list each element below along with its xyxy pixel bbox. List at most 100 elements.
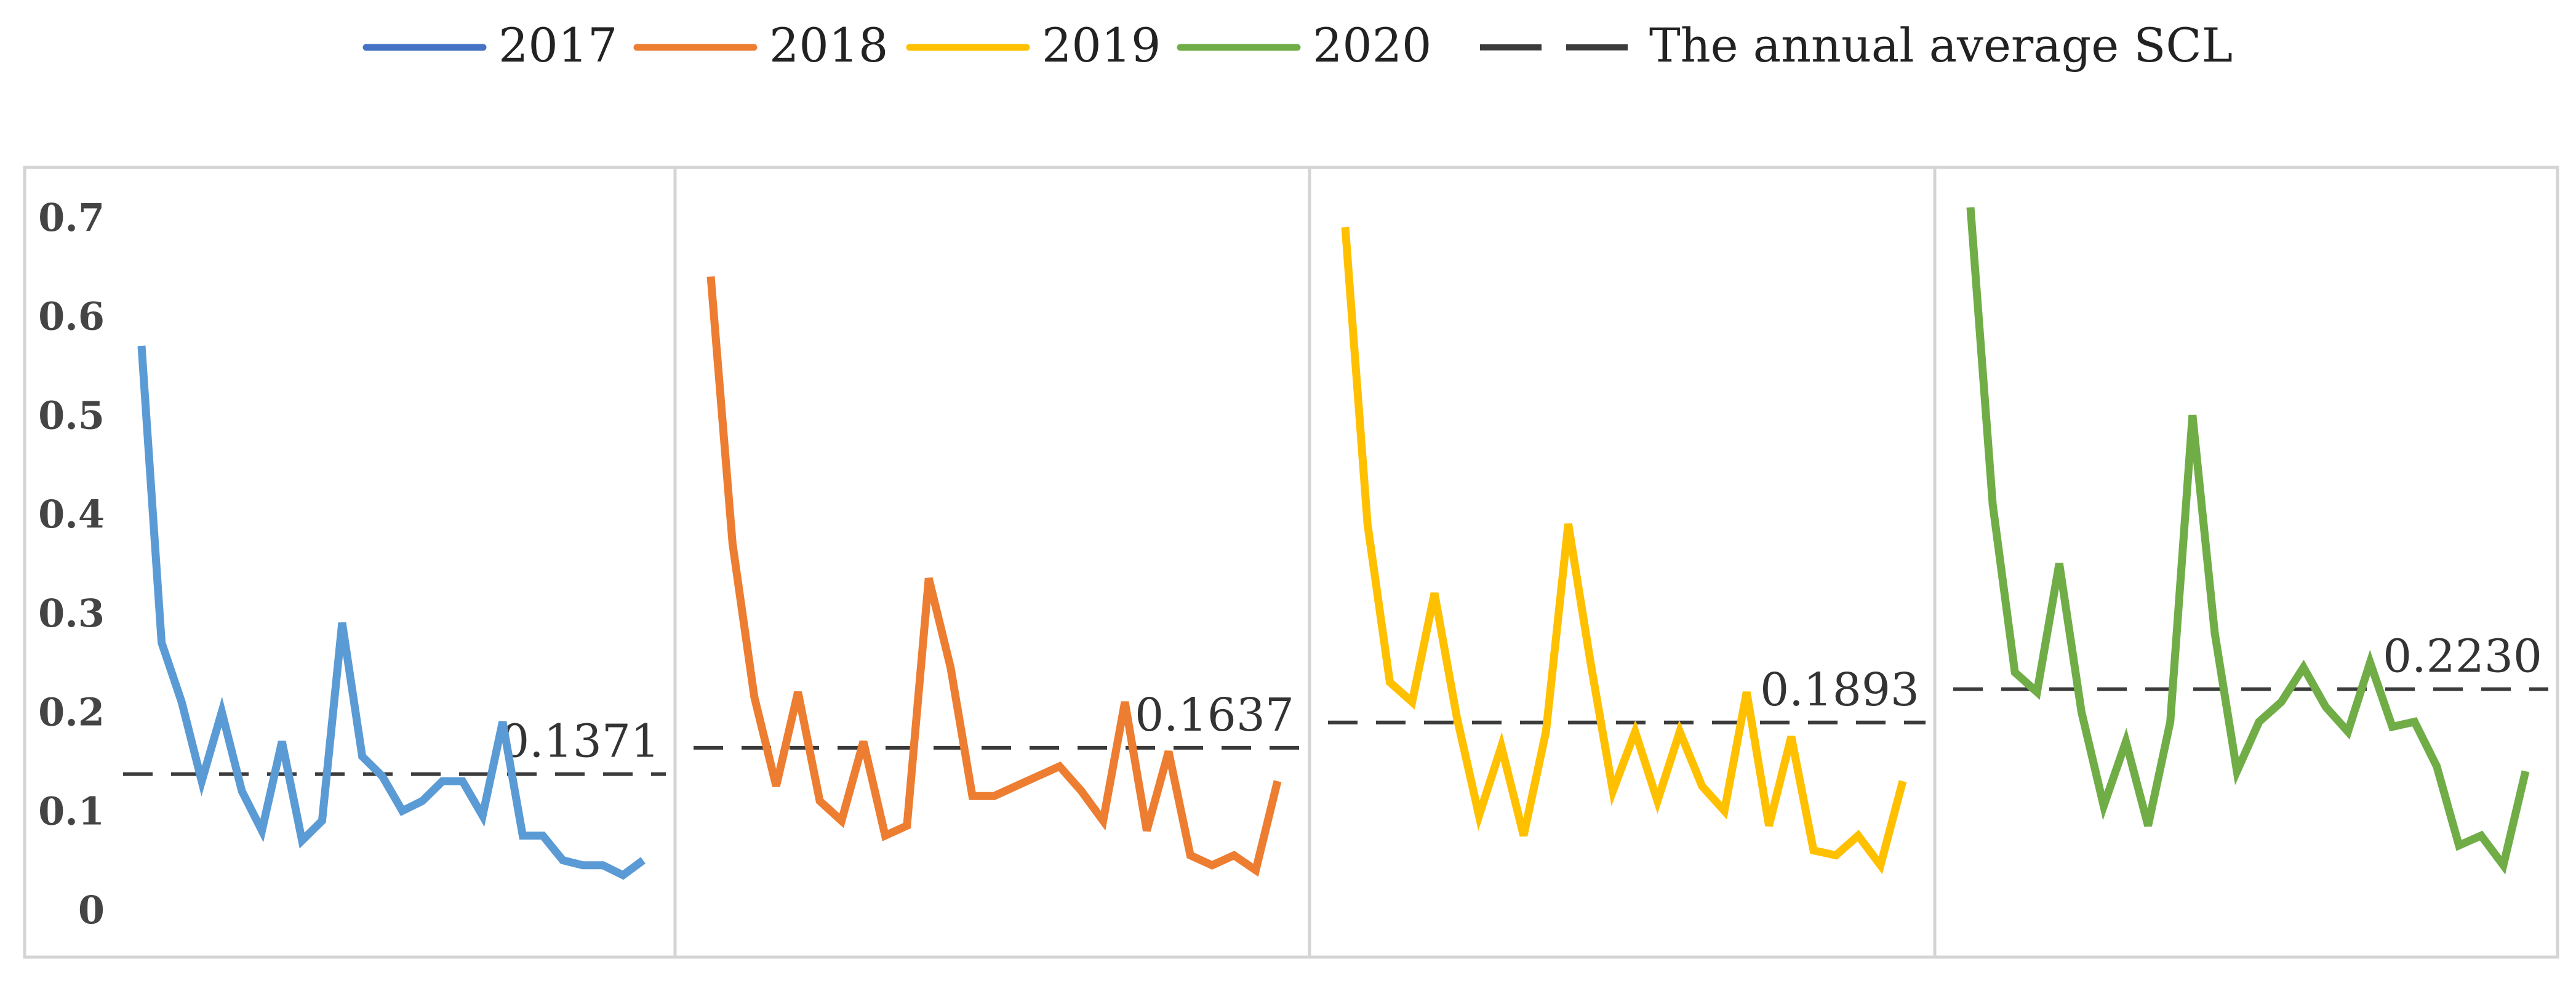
data-point-2020-7: [2100, 802, 2107, 809]
data-point-2019-26: [1899, 777, 1906, 785]
data-point-2020-10: [2167, 718, 2174, 726]
series-line-2019: [1341, 227, 1907, 875]
data-point-2017-9: [298, 837, 306, 845]
data-point-2017-25: [619, 872, 626, 879]
data-point-2018-4: [772, 782, 780, 790]
data-point-2019-24: [1855, 832, 1862, 839]
data-point-2017-15: [418, 797, 426, 804]
data-point-2020-12: [2211, 629, 2218, 636]
data-point-2020-18: [2344, 728, 2351, 736]
data-point-2017-13: [378, 772, 386, 780]
average-label-2018: 0.1637: [1135, 689, 1294, 742]
data-point-2020-4: [2033, 688, 2041, 696]
data-point-2018-16: [1034, 772, 1041, 780]
data-point-2018-24: [1209, 862, 1216, 869]
data-point-2017-23: [579, 862, 586, 869]
data-point-2018-26: [1252, 867, 1260, 874]
data-point-2020-14: [2255, 718, 2263, 726]
data-point-2018-27: [1274, 777, 1281, 785]
data-point-2019-23: [1832, 852, 1839, 859]
data-point-2018-6: [816, 797, 823, 804]
data-point-2017-17: [459, 777, 466, 785]
data-point-2017-19: [499, 718, 506, 726]
data-point-2019-20: [1766, 822, 1773, 829]
data-point-2018-15: [1012, 782, 1020, 790]
data-point-2020-9: [2145, 822, 2152, 829]
data-point-2020-20: [2389, 723, 2396, 731]
data-point-2020-23: [2455, 842, 2463, 849]
data-point-2018-21: [1143, 827, 1150, 834]
panel-2017: 0.1371: [23, 166, 677, 959]
data-point-2018-2: [729, 540, 736, 547]
data-point-2018-1: [707, 273, 714, 280]
data-point-2020-22: [2433, 763, 2441, 770]
data-point-2017-26: [639, 857, 647, 864]
data-point-2019-13: [1609, 787, 1617, 795]
data-point-2020-11: [2189, 411, 2196, 419]
data-point-2017-1: [138, 342, 145, 350]
panel-frame-2020: [1933, 166, 2559, 959]
data-point-2018-3: [751, 693, 758, 700]
data-point-2019-8: [1498, 743, 1505, 750]
y-tick-label: 0.4: [38, 492, 105, 537]
data-point-2019-17: [1698, 782, 1706, 790]
data-point-2017-3: [178, 699, 185, 706]
data-point-2017-4: [198, 777, 206, 785]
legend-item-2020: 2020: [1177, 18, 1431, 73]
legend-item-2017: 2017: [362, 18, 617, 73]
data-point-2018-10: [903, 822, 911, 829]
legend-label-2019: 2019: [1042, 18, 1161, 73]
panel-2018: 0.1637: [673, 166, 1311, 959]
data-point-2020-2: [1989, 500, 1996, 508]
data-point-2019-4: [1409, 699, 1416, 706]
data-point-2019-6: [1453, 713, 1460, 721]
y-tick-label: 0.7: [38, 195, 105, 240]
data-point-2019-9: [1520, 832, 1527, 839]
data-point-2020-8: [2122, 738, 2130, 745]
data-point-2020-21: [2411, 718, 2418, 726]
y-tick-label: 0: [78, 888, 105, 933]
y-tick-label: 0.5: [38, 393, 105, 438]
legend-label-2018: 2018: [769, 18, 888, 73]
data-point-2019-15: [1654, 797, 1661, 804]
data-point-2019-16: [1676, 728, 1684, 736]
data-point-2017-16: [439, 777, 446, 785]
legend-label-2017: 2017: [498, 18, 617, 73]
data-point-2018-18: [1078, 787, 1085, 795]
data-point-2019-25: [1877, 862, 1884, 869]
data-point-2017-21: [539, 832, 546, 839]
series-line-2018: [706, 276, 1282, 877]
data-point-2018-25: [1230, 852, 1238, 859]
data-point-2018-5: [794, 688, 802, 696]
data-point-2019-5: [1431, 590, 1438, 597]
data-point-2018-11: [925, 575, 932, 582]
data-point-2020-1: [1967, 204, 1974, 211]
legend: 2017 2018 2019 2020 The annual average SCL: [362, 18, 2233, 73]
chart-panels: 0.1371 0.1637 0.1893 0.2230: [23, 166, 2559, 959]
panel-frame-2017: [23, 166, 677, 959]
data-point-2020-24: [2478, 832, 2485, 839]
series-line-2020: [1966, 207, 2530, 875]
data-point-2018-23: [1186, 852, 1194, 859]
data-point-2018-12: [947, 664, 954, 671]
legend-item-2019: 2019: [906, 18, 1161, 73]
data-point-2020-3: [2011, 668, 2018, 676]
y-tick-label: 0.6: [38, 294, 105, 339]
data-point-2019-14: [1631, 728, 1639, 736]
data-point-2020-6: [2078, 708, 2085, 716]
panel-frame-2018: [673, 166, 1311, 959]
data-point-2017-12: [359, 753, 366, 760]
data-point-2017-7: [258, 827, 266, 834]
data-point-2018-22: [1165, 748, 1172, 755]
data-point-2019-22: [1810, 847, 1817, 854]
legend-label-annual-average: The annual average SCL: [1649, 18, 2233, 73]
legend-label-2020: 2020: [1313, 18, 1431, 73]
panel-frame-2019: [1308, 166, 1937, 959]
legend-item-2018: 2018: [633, 18, 888, 73]
data-point-2020-19: [2366, 659, 2374, 666]
data-point-2018-19: [1100, 817, 1107, 824]
data-point-2018-17: [1056, 763, 1063, 770]
y-tick-label: 0.2: [38, 690, 105, 735]
data-point-2017-11: [338, 619, 346, 627]
